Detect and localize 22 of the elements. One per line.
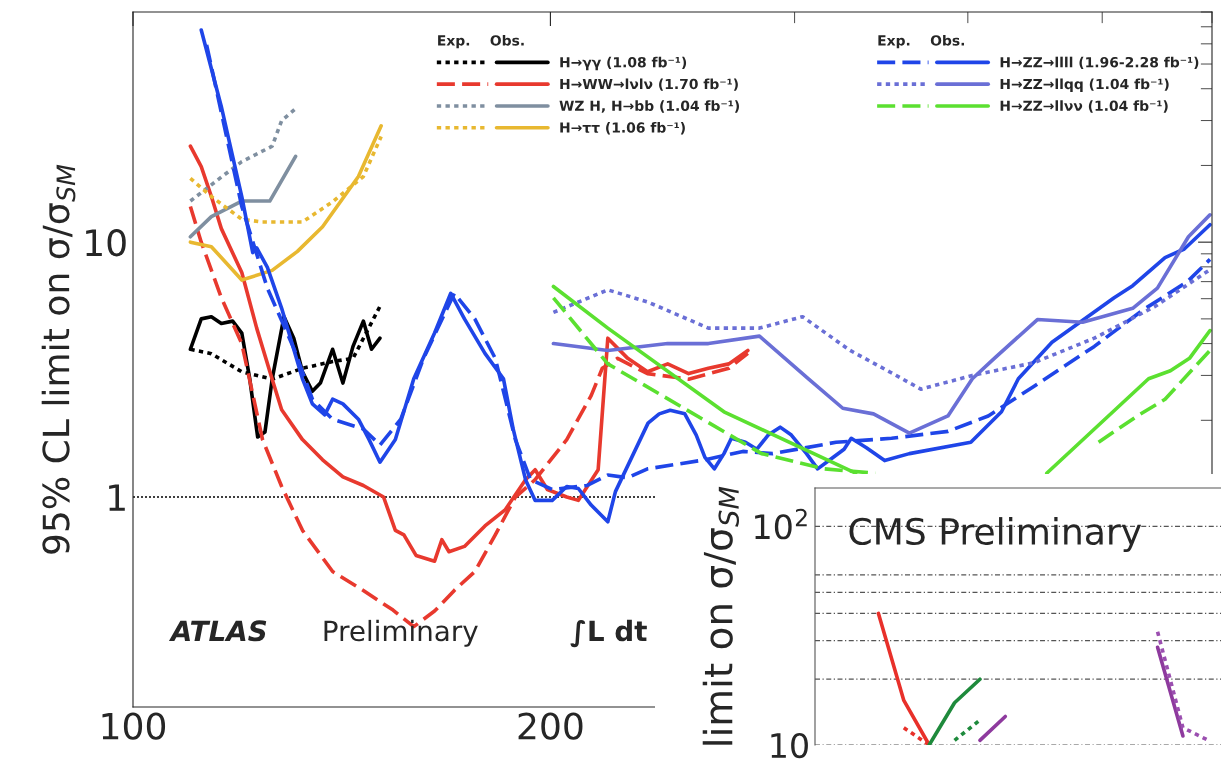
x-tick-label: 200 [518,712,583,740]
y-axis-title: 95% CL limit on σ/σ$_{SM}$ [41,164,76,554]
y-tick-label: 10 [86,229,126,257]
text: Exp. Obs. [878,34,965,49]
annotation: ATLAS [168,620,267,642]
legend-label: H→ττ (1.06 fb⁻¹) [560,122,685,135]
annotation: CMS Preliminary [849,517,1142,553]
y-tick-label: 10 [771,732,808,759]
legend-title: Exp. Obs. [438,34,524,49]
legend-label: H→ZZ→llνν (1.04 fb⁻¹) [1000,100,1168,113]
legend-label: H→ZZ→llqq (1.04 fb⁻¹) [1000,78,1169,92]
y-tick-label: 1 [109,484,125,511]
annotation: ∫L dt [570,619,647,648]
legend-label: H→ZZ→llll (1.96-2.28 fb⁻¹) [1000,56,1199,70]
legend-label: H→γγ (1.08 fb⁻¹) [560,56,687,71]
annotation: Preliminary [324,619,478,647]
legend-label: H→WW→lνlν (1.70 fb⁻¹) [560,78,738,91]
x-tick-label: 100 [102,712,166,740]
y-tick-label: 10$^{2}$ [755,508,807,540]
line-series [188,154,298,239]
legend-label: WZ H, H→bb (1.04 fb⁻¹) [559,100,739,113]
y-axis-title: limit on σ/σ$_{SM}$ [702,486,740,745]
